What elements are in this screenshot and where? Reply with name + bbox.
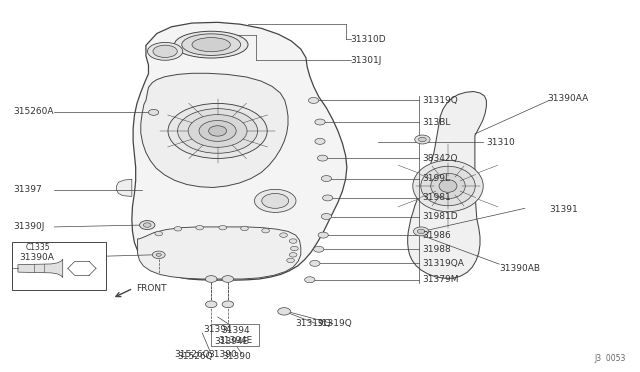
Circle shape	[278, 308, 291, 315]
Polygon shape	[116, 179, 132, 196]
Text: 31394E: 31394E	[218, 336, 253, 345]
Ellipse shape	[182, 34, 241, 55]
Ellipse shape	[192, 38, 230, 52]
Text: 31986: 31986	[422, 231, 451, 240]
Text: C1335: C1335	[26, 243, 50, 252]
Text: J3  0053: J3 0053	[595, 354, 626, 363]
Circle shape	[413, 227, 429, 236]
Text: 3199L: 3199L	[422, 174, 451, 183]
Circle shape	[205, 276, 217, 282]
Ellipse shape	[178, 109, 258, 153]
Circle shape	[417, 229, 425, 234]
Text: 31981D: 31981D	[422, 212, 458, 221]
Text: 31390AA: 31390AA	[547, 94, 588, 103]
Circle shape	[291, 246, 298, 251]
Text: 31390: 31390	[223, 352, 251, 361]
Text: 38342Q: 38342Q	[422, 154, 458, 163]
Polygon shape	[141, 73, 288, 187]
Circle shape	[321, 214, 332, 219]
Text: 31390AB: 31390AB	[499, 264, 540, 273]
Text: 313BL: 313BL	[422, 118, 451, 126]
Circle shape	[315, 119, 325, 125]
Polygon shape	[132, 22, 347, 280]
Text: 31390J: 31390J	[13, 222, 44, 231]
Ellipse shape	[431, 173, 465, 199]
Circle shape	[241, 226, 248, 231]
Text: 31319Q: 31319Q	[296, 319, 332, 328]
Text: 31526Q: 31526Q	[174, 350, 210, 359]
Polygon shape	[138, 227, 301, 279]
Circle shape	[155, 231, 163, 236]
Text: 31390: 31390	[209, 350, 237, 359]
FancyBboxPatch shape	[211, 324, 259, 346]
Circle shape	[321, 176, 332, 182]
FancyBboxPatch shape	[12, 242, 106, 290]
Text: 31319Q: 31319Q	[316, 319, 352, 328]
Ellipse shape	[153, 45, 177, 57]
Circle shape	[262, 228, 269, 233]
Circle shape	[419, 137, 426, 142]
Ellipse shape	[188, 115, 247, 147]
Text: 31390A: 31390A	[19, 253, 54, 262]
Circle shape	[205, 301, 217, 308]
Circle shape	[289, 253, 297, 257]
Circle shape	[415, 135, 430, 144]
Ellipse shape	[254, 189, 296, 212]
Ellipse shape	[209, 126, 227, 136]
Circle shape	[318, 232, 328, 238]
Text: 31391: 31391	[549, 205, 578, 214]
Ellipse shape	[168, 103, 268, 158]
Text: 31397: 31397	[13, 185, 42, 194]
Polygon shape	[18, 259, 63, 278]
Circle shape	[323, 195, 333, 201]
Circle shape	[305, 277, 315, 283]
Circle shape	[317, 155, 328, 161]
Circle shape	[156, 253, 161, 256]
Circle shape	[196, 225, 204, 230]
Circle shape	[152, 251, 165, 259]
Circle shape	[222, 276, 234, 282]
Text: FRONT: FRONT	[136, 284, 166, 293]
Circle shape	[174, 227, 182, 231]
Text: 31310D: 31310D	[351, 35, 387, 44]
Text: 31310: 31310	[486, 138, 515, 147]
Text: 31526Q: 31526Q	[177, 352, 213, 361]
Text: 315260A: 315260A	[13, 107, 53, 116]
Ellipse shape	[262, 193, 289, 208]
Ellipse shape	[421, 166, 475, 206]
Circle shape	[310, 260, 320, 266]
Circle shape	[143, 223, 151, 227]
Polygon shape	[408, 92, 486, 278]
Circle shape	[289, 239, 297, 243]
Text: 31319Q: 31319Q	[422, 96, 458, 105]
Text: 31988: 31988	[422, 245, 451, 254]
Text: 31319QA: 31319QA	[422, 259, 464, 268]
Circle shape	[222, 301, 234, 308]
Circle shape	[140, 221, 155, 230]
Text: 31394: 31394	[204, 325, 232, 334]
Text: 31379M: 31379M	[422, 275, 459, 284]
Text: 31394E: 31394E	[214, 337, 249, 346]
Ellipse shape	[174, 31, 248, 58]
Text: 31301J: 31301J	[351, 56, 382, 65]
Ellipse shape	[148, 42, 183, 60]
Ellipse shape	[199, 121, 236, 141]
Circle shape	[314, 246, 324, 252]
Circle shape	[219, 225, 227, 230]
Circle shape	[315, 138, 325, 144]
Circle shape	[280, 233, 287, 237]
Text: 31981: 31981	[422, 193, 451, 202]
Circle shape	[148, 109, 159, 115]
Circle shape	[287, 258, 294, 263]
Circle shape	[308, 97, 319, 103]
Text: 31394: 31394	[221, 326, 250, 335]
Ellipse shape	[413, 160, 483, 212]
Ellipse shape	[439, 180, 457, 192]
